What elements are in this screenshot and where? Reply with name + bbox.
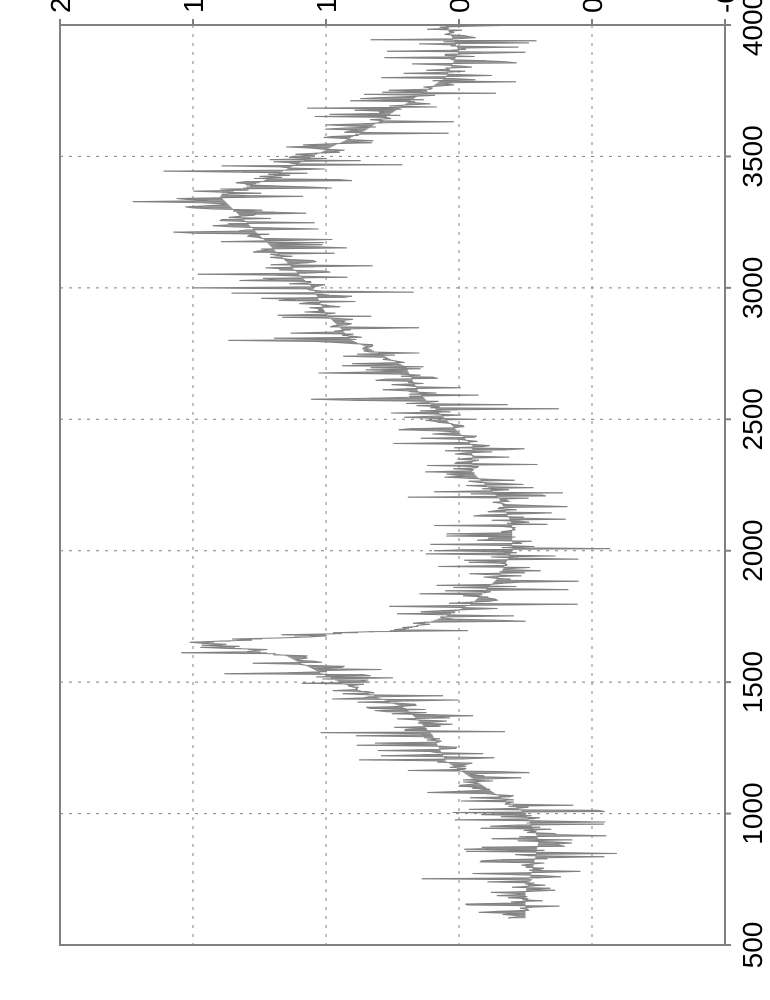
y-tick-label: 1 [311,0,342,13]
x-tick-label: 1500 [737,651,768,713]
y-tick-label: -0.5 [710,0,741,13]
x-tick-label: 4000 [737,0,768,56]
chart-svg: -0.500.511.52500100015002000250030003500… [0,0,770,1000]
y-tick-label: 2 [45,0,76,13]
x-tick-label: 2500 [737,388,768,450]
y-tick-label: 0 [577,0,608,13]
y-tick-label: 1.5 [178,0,209,13]
x-tick-label: 500 [737,922,768,969]
x-tick-label: 3500 [737,125,768,187]
y-tick-label: 0.5 [444,0,475,13]
signal-chart: -0.500.511.52500100015002000250030003500… [0,0,770,1000]
x-tick-label: 2000 [737,520,768,582]
x-tick-label: 3000 [737,257,768,319]
x-tick-label: 1000 [737,782,768,844]
